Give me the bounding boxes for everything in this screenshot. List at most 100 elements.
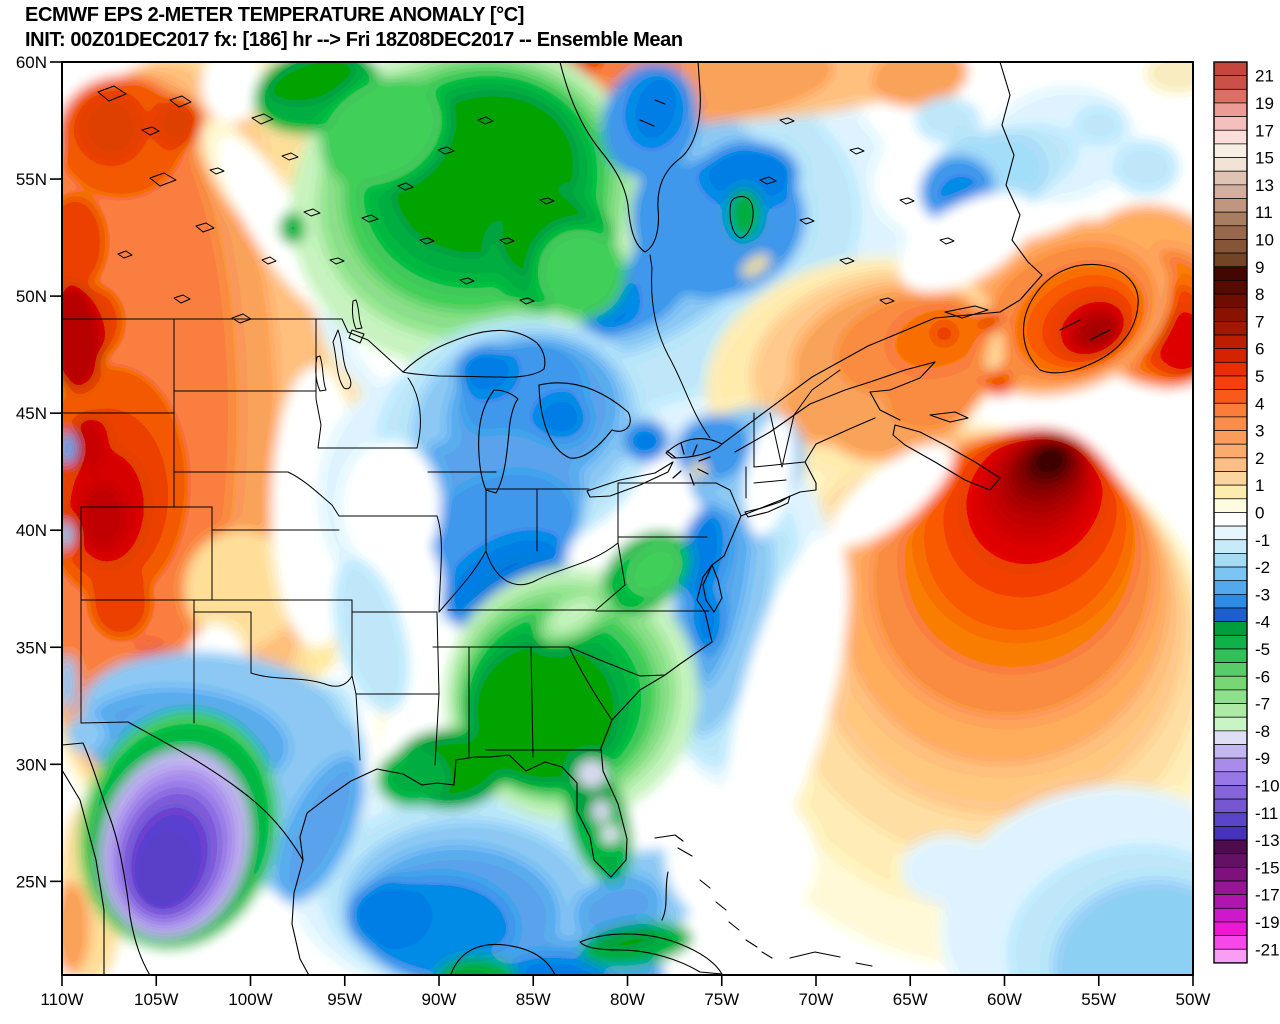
colorbar-cell [1213,293,1248,309]
lat-label: 55N [16,170,47,189]
colorbar-cell [1213,716,1248,732]
anomaly-region [496,953,608,975]
lon-label: 70W [799,990,834,1009]
colorbar-cell [1213,607,1248,622]
anomaly-region [65,715,108,753]
colorbar-label: 7 [1255,312,1264,331]
anomaly-region [262,62,359,109]
anomaly-region [701,141,799,208]
colorbar-label: 3 [1255,422,1264,441]
colorbar-label: -2 [1255,558,1270,577]
stlawrence-south-shore [734,361,936,453]
anomaly-region [62,431,78,465]
colorbar-cell [1213,512,1248,527]
colorbar-cell [1213,416,1248,431]
anomaly-region [152,97,202,149]
anomaly-region [1075,313,1119,350]
anomaly-region [62,881,91,975]
colorbar-cell [1213,894,1248,909]
yucatan [450,943,556,975]
colorbar-cell [1213,498,1248,513]
anomaly-region [90,567,151,638]
lon-label: 85W [516,990,551,1009]
lat-label: 30N [16,755,47,774]
coastline-delmarva [702,564,723,613]
colorbar-cell [1213,580,1248,595]
nova-scotia [892,424,1001,491]
colorbar-label: -5 [1255,640,1270,659]
anomaly-region [278,211,306,245]
lon-label: 55W [1081,990,1116,1009]
colorbar-cell [1213,61,1248,76]
colorbar: 211917151311109876543210-1-2-3-4-5-6-7-8… [1213,61,1280,964]
anomaly-region [201,62,262,123]
colorbar-cell [1213,730,1248,745]
colorbar-cell [1213,826,1248,841]
colorbar-cell [1213,812,1248,827]
stlawrence-north-shore [721,274,1043,445]
starburst-mark [666,442,711,486]
colorbar-cell [1213,471,1248,486]
colorbar-label: -1 [1255,531,1270,550]
colorbar-label: 2 [1255,449,1264,468]
colorbar-label: -7 [1255,695,1270,714]
colorbar-cell [1213,798,1248,814]
lon-label: 95W [327,990,362,1009]
colorbar-label: 19 [1255,94,1274,113]
lon-label: 75W [704,990,739,1009]
anomaly-region [898,192,1035,293]
anomaly-region [1038,449,1062,469]
colorbar-cell [1213,593,1248,609]
colorbar-cell [1213,675,1248,691]
colorbar-cell [1213,866,1248,882]
chart-title: ECMWF EPS 2-METER TEMPERATURE ANOMALY [°… [25,4,524,26]
anomaly-region [184,530,298,648]
lake-superior [402,329,546,378]
lat-label: 60N [16,53,47,72]
lake-michigan [478,389,519,494]
colorbar-label: 10 [1255,231,1274,250]
anomaly-region [1072,104,1126,147]
colorbar-label: 5 [1255,367,1264,386]
colorbar-label: -6 [1255,667,1270,686]
colorbar-label: -3 [1255,585,1270,604]
colorbar-label: 6 [1255,340,1264,359]
mexico-west-coast [62,742,151,975]
colorbar-cell [1213,839,1248,855]
colorbar-cell [1213,525,1248,541]
anomaly-region [69,415,108,472]
colorbar-cell [1213,757,1248,773]
colorbar-cell [1213,553,1248,568]
anomaly-region [77,92,145,163]
anomaly-region [138,832,193,907]
small-lakes [97,85,955,392]
colorbar-cell [1213,621,1248,636]
colorbar-cell [1213,771,1248,786]
axis-labels: 60N 55N 50N 45N 40N 35N 30N 25N 110W 105W 100W 95W 9… [16,53,1211,1009]
colorbar-cell [1213,935,1248,950]
rio-grande-border [127,721,304,861]
lon-label: 90W [422,990,457,1009]
colorbar-label: -13 [1255,831,1280,850]
colorbar-label: -10 [1255,777,1280,796]
anomaly-region [593,926,662,954]
prince-edward-island [929,411,969,423]
colorbar-cell [1213,184,1248,199]
bahamas [654,834,873,967]
anomaly-region [1154,311,1193,375]
anomaly-region [275,756,365,904]
anomaly-region [549,597,597,632]
anomaly-region [601,825,620,844]
anomaly-region [983,368,1014,397]
colorbar-label: 1 [1255,476,1264,495]
hudson-bay-coast [559,62,701,253]
colorbar-label: -9 [1255,749,1270,768]
colorbar-cell [1213,361,1248,377]
anomaly-region [931,321,958,346]
colorbar-label: 13 [1255,176,1274,195]
anomaly-region [727,188,762,240]
colorbar-cell [1213,785,1248,800]
colorbar-cell [1213,143,1248,158]
colorbar-cell [1213,116,1248,131]
